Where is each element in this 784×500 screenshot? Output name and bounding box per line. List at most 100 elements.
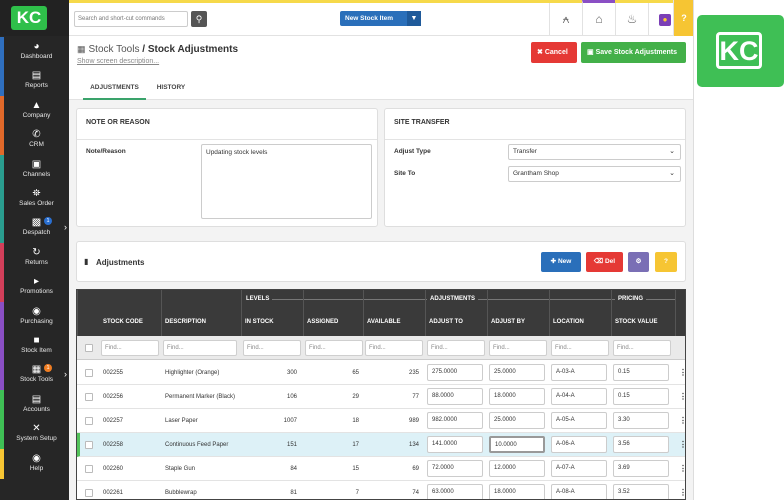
filter-input[interactable]: Find... <box>243 340 301 356</box>
column-header-assigned[interactable]: ASSIGNED <box>307 319 339 325</box>
delete-button[interactable]: ⌫ Del <box>586 252 623 272</box>
settings-button[interactable]: ⚙ <box>628 252 649 272</box>
stock-value-input[interactable]: 0.15 <box>613 364 669 381</box>
filter-input[interactable]: Find... <box>489 340 547 356</box>
show-description-link[interactable]: Show screen description... <box>77 58 160 65</box>
location-input[interactable]: A-07-A <box>551 460 607 477</box>
sidebar-item-system-setup[interactable]: ✕ System Setup <box>4 423 69 452</box>
sidebar-item-help[interactable]: ◉ Help <box>4 453 69 482</box>
column-header-adjust-by[interactable]: ADJUST BY <box>491 319 526 325</box>
row-menu-icon[interactable]: ⋮ <box>679 385 685 409</box>
adjust-to-input[interactable]: 63.0000 <box>427 484 483 499</box>
sidebar-item-despatch[interactable]: ▩ Despatch 1 › <box>4 217 69 246</box>
adjust-type-select[interactable]: Transfer ⌄ <box>508 144 681 160</box>
breadcrumb-section[interactable]: Stock Tools <box>88 44 140 55</box>
filter-input[interactable]: Find... <box>305 340 363 356</box>
stock-value-input[interactable]: 3.52 <box>613 484 669 499</box>
row-checkbox[interactable] <box>85 489 93 497</box>
table-row[interactable]: 002258 Continuous Feed Paper 151 17 134 141.0… <box>77 433 685 457</box>
sidebar-item-sales-order[interactable]: ⛯ Sales Order <box>4 188 69 217</box>
adjust-by-input[interactable]: 25.0000 <box>489 412 545 429</box>
location-input[interactable]: A-04-A <box>551 388 607 405</box>
new-stock-item-button[interactable]: New Stock Item ▼ <box>340 11 421 26</box>
scanner-button[interactable]: ⍲ <box>549 3 582 36</box>
adjust-to-input[interactable]: 275.0000 <box>427 364 483 381</box>
row-checkbox[interactable] <box>85 369 93 377</box>
adjust-by-input[interactable]: 10.0000 <box>489 436 545 453</box>
row-menu-icon[interactable]: ⋮ <box>679 409 685 433</box>
adjust-to-input[interactable]: 982.0000 <box>427 412 483 429</box>
location-input[interactable]: A-08-A <box>551 484 607 499</box>
row-checkbox[interactable] <box>85 441 93 449</box>
sidebar-item-dashboard[interactable]: ◕ Dashboard <box>4 41 69 70</box>
tab-adjustments[interactable]: ADJUSTMENTS <box>83 78 146 100</box>
column-header-in-stock[interactable]: IN STOCK <box>245 319 274 325</box>
table-row[interactable]: 002260 Staple Gun 84 15 69 72.0000 12.0000 A-07… <box>77 457 685 481</box>
adjust-by-input[interactable]: 18.0000 <box>489 388 545 405</box>
adjust-to-input[interactable]: 88.0000 <box>427 388 483 405</box>
warehouse-button[interactable]: ⌂ <box>582 0 615 36</box>
adjust-to-input[interactable]: 72.0000 <box>427 460 483 477</box>
row-checkbox[interactable] <box>85 393 93 401</box>
stock-value-input[interactable]: 0.15 <box>613 388 669 405</box>
stock-value-input[interactable]: 3.69 <box>613 460 669 477</box>
location-input[interactable]: A-03-A <box>551 364 607 381</box>
column-header-available[interactable]: AVAILABLE <box>367 319 401 325</box>
sidebar-item-channels[interactable]: ▣ Channels <box>4 159 69 188</box>
sidebar-item-reports[interactable]: ▤ Reports <box>4 70 69 99</box>
filter-input[interactable]: Find... <box>365 340 423 356</box>
location-input[interactable]: A-05-A <box>551 412 607 429</box>
site-to-select[interactable]: Grantham Shop ⌄ <box>508 166 681 182</box>
sidebar-item-purchasing[interactable]: ◉ Purchasing <box>4 306 69 335</box>
table-row[interactable]: 002261 Bubblewrap 81 7 74 63.0000 18.0000 A-08-… <box>77 481 685 499</box>
table-row[interactable]: 002256 Permanent Marker (Black) 106 29 77 88.… <box>77 385 685 409</box>
column-header-stock-value[interactable]: STOCK VALUE <box>615 319 658 325</box>
user-menu-button[interactable]: ● <box>648 3 681 36</box>
filter-input[interactable]: Find... <box>163 340 237 356</box>
filter-input[interactable]: Find... <box>101 340 159 356</box>
save-stock-adjustments-button[interactable]: ▣ Save Stock Adjustments <box>581 42 686 63</box>
column-header-location[interactable]: LOCATION <box>553 319 584 325</box>
row-menu-icon[interactable]: ⋮ <box>679 361 685 385</box>
stock-value-input[interactable]: 3.56 <box>613 436 669 453</box>
column-header-adjust-to[interactable]: ADJUST TO <box>429 319 463 325</box>
search-button[interactable]: ⚲ <box>191 11 207 27</box>
adjustments-help-button[interactable]: ? <box>655 252 677 272</box>
column-header-description[interactable]: DESCRIPTION <box>165 319 207 325</box>
table-row[interactable]: 002257 Laser Paper 1007 18 989 982.0000 25.000… <box>77 409 685 433</box>
row-checkbox[interactable] <box>85 465 93 473</box>
sidebar-item-stock-item[interactable]: ■ Stock Item <box>4 335 69 364</box>
adjust-by-input[interactable]: 18.0000 <box>489 484 545 499</box>
filter-input[interactable]: Find... <box>613 340 671 356</box>
row-menu-icon[interactable]: ⋮ <box>679 481 685 499</box>
filter-input[interactable]: Find... <box>551 340 609 356</box>
tab-history[interactable]: HISTORY <box>156 84 186 91</box>
chevron-down-icon[interactable]: ▼ <box>407 11 421 26</box>
table-row[interactable]: 002255 Highlighter (Orange) 300 65 235 275.00… <box>77 361 685 385</box>
row-menu-icon[interactable]: ⋮ <box>679 457 685 481</box>
sidebar-item-returns[interactable]: ↻ Returns <box>4 247 69 276</box>
notifications-button[interactable]: ♨ <box>615 3 648 36</box>
row-checkbox[interactable] <box>85 417 93 425</box>
stock-value-input[interactable]: 3.30 <box>613 412 669 429</box>
sidebar-item-stock-tools[interactable]: ▦ Stock Tools 1 › <box>4 364 69 393</box>
row-menu-icon[interactable]: ⋮ <box>679 433 685 457</box>
select-all-checkbox[interactable] <box>85 344 93 352</box>
adjust-by-input[interactable]: 12.0000 <box>489 460 545 477</box>
adjust-by-input[interactable]: 25.0000 <box>489 364 545 381</box>
sidebar-item-company[interactable]: ▲ Company <box>4 100 69 129</box>
new-button[interactable]: ✚ New <box>541 252 581 272</box>
filter-input[interactable]: Find... <box>427 340 485 356</box>
sidebar-item-accounts[interactable]: ▤ Accounts <box>4 394 69 423</box>
sidebar-item-crm[interactable]: ✆ CRM <box>4 129 69 158</box>
adjust-to-input[interactable]: 141.0000 <box>427 436 483 453</box>
logo[interactable]: KC <box>0 0 69 36</box>
note-textarea[interactable]: Updating stock levels <box>201 144 372 219</box>
cancel-button[interactable]: ✖ Cancel <box>531 42 577 63</box>
search-input[interactable]: Search and short-cut commands <box>74 11 188 27</box>
location-input[interactable]: A-06-A <box>551 436 607 453</box>
sidebar-item-label: Returns <box>25 258 48 266</box>
help-button[interactable]: ? <box>673 0 693 36</box>
column-header-stock-code[interactable]: STOCK CODE <box>103 319 143 325</box>
sidebar-item-promotions[interactable]: ▸ Promotions <box>4 276 69 305</box>
